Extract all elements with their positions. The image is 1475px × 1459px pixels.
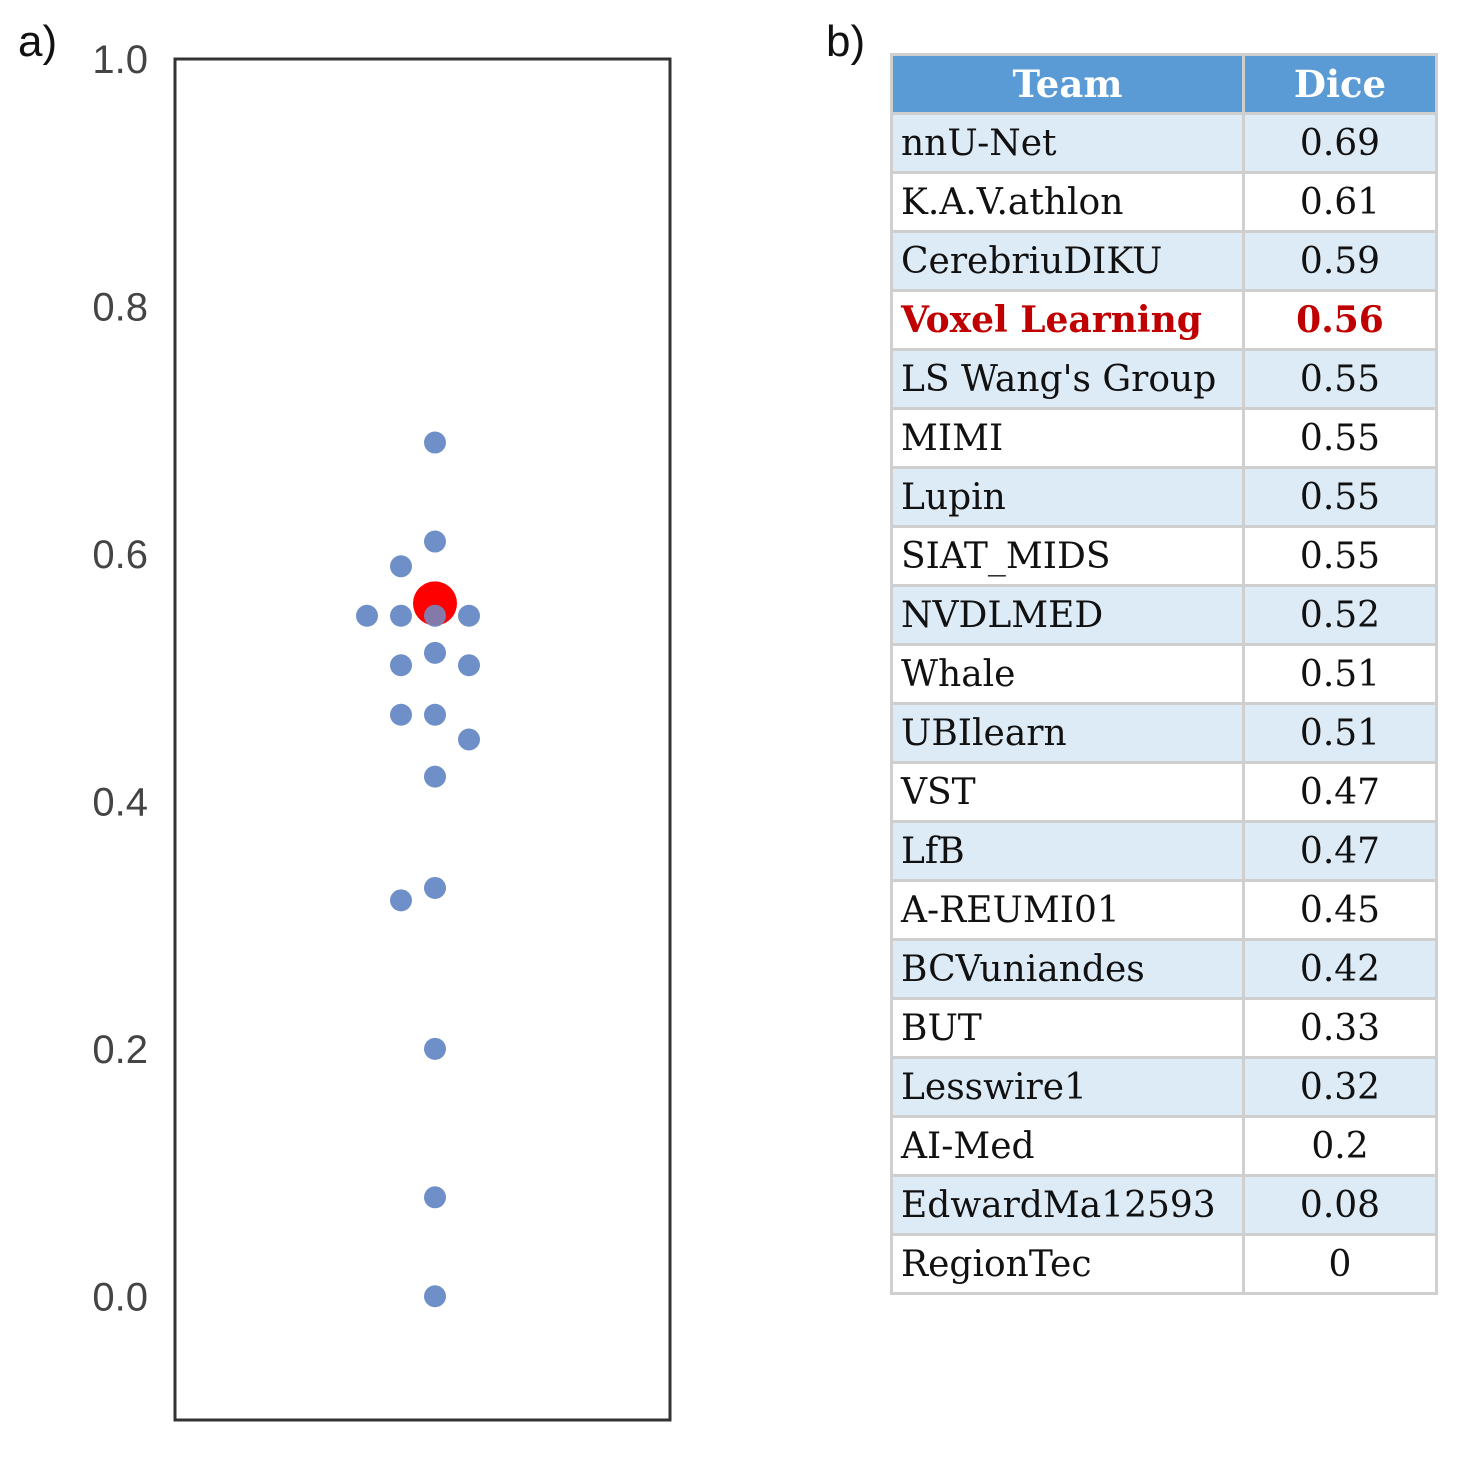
team-cell: A-REUMI01 (890, 879, 1245, 941)
team-cell: AI-Med (890, 1115, 1245, 1177)
team-point (424, 431, 446, 454)
plot-frame (173, 57, 672, 1422)
team-cell: NVDLMED (890, 584, 1245, 646)
table-row: Voxel Learning 0.56 (890, 289, 1438, 351)
dice-cell: 0.33 (1242, 997, 1438, 1059)
dice-cell: 0.55 (1242, 466, 1438, 528)
team-cell: BCVuniandes (890, 938, 1245, 1000)
team-cell: nnU-Net (890, 112, 1245, 174)
table-row: Whale 0.51 (890, 643, 1438, 705)
team-point (390, 555, 412, 578)
table-row: Lesswire1 0.32 (890, 1056, 1438, 1118)
table-header-row: Team Dice (890, 53, 1438, 115)
table-row: A-REUMI01 0.45 (890, 879, 1438, 941)
team-point (390, 604, 412, 627)
dice-cell: 0.42 (1242, 938, 1438, 1000)
table-row: LS Wang's Group 0.55 (890, 348, 1438, 410)
team-point (390, 703, 412, 726)
dice-cell: 0.55 (1242, 407, 1438, 469)
data-points (356, 431, 480, 1308)
y-tick-label: 0.2 (92, 1028, 148, 1072)
y-tick-label: 0.6 (92, 533, 148, 577)
team-cell: RegionTec (890, 1233, 1245, 1295)
team-point (458, 654, 480, 677)
table-row: NVDLMED 0.52 (890, 584, 1438, 646)
results-table: Team Dice nnU-Net 0.69 K.A.V.athlon 0.61 Cer… (890, 53, 1438, 1295)
table-row: RegionTec 0 (890, 1233, 1438, 1295)
dice-cell: 0.59 (1242, 230, 1438, 292)
dice-cell: 0.56 (1242, 289, 1438, 351)
table-row: BUT 0.33 (890, 997, 1438, 1059)
table-row: K.A.V.athlon 0.61 (890, 171, 1438, 233)
team-cell: MIMI (890, 407, 1245, 469)
highlighted-point (413, 581, 457, 626)
team-point (356, 604, 378, 627)
team-point (390, 654, 412, 677)
y-tick-label: 0.0 (92, 1275, 148, 1319)
table-row: nnU-Net 0.69 (890, 112, 1438, 174)
y-tick-label: 0.8 (92, 285, 148, 329)
team-point (424, 641, 446, 664)
dice-cell: 0.51 (1242, 643, 1438, 705)
team-cell: LS Wang's Group (890, 348, 1245, 410)
table-row: Lupin 0.55 (890, 466, 1438, 528)
team-cell: Whale (890, 643, 1245, 705)
dice-cell: 0.51 (1242, 702, 1438, 764)
y-tick-label: 0.4 (92, 780, 148, 824)
team-cell: Lupin (890, 466, 1245, 528)
table-row: BCVuniandes 0.42 (890, 938, 1438, 1000)
dice-cell: 0.08 (1242, 1174, 1438, 1236)
team-cell: EdwardMa12593 (890, 1174, 1245, 1236)
swarm-plot: 0.0 0.2 0.4 0.6 0.8 1.0 (92, 38, 672, 1422)
team-cell: K.A.V.athlon (890, 171, 1245, 233)
table-row: LfB 0.47 (890, 820, 1438, 882)
team-cell: Voxel Learning (890, 289, 1245, 351)
dice-cell: 0.2 (1242, 1115, 1438, 1177)
team-point (458, 728, 480, 751)
y-tick-label: 1.0 (92, 38, 148, 82)
panel-a-label: a) (18, 17, 58, 66)
team-point (424, 1037, 446, 1060)
dice-cell: 0.55 (1242, 525, 1438, 587)
dice-cell: 0.47 (1242, 820, 1438, 882)
table-row: EdwardMa12593 0.08 (890, 1174, 1438, 1236)
dice-cell: 0.45 (1242, 879, 1438, 941)
table-row: VST 0.47 (890, 761, 1438, 823)
table-row: AI-Med 0.2 (890, 1115, 1438, 1177)
team-cell: VST (890, 761, 1245, 823)
table-row: CerebriuDIKU 0.59 (890, 230, 1438, 292)
dice-cell: 0.61 (1242, 171, 1438, 233)
y-axis-ticks: 0.0 0.2 0.4 0.6 0.8 1.0 (92, 38, 148, 1319)
team-cell: CerebriuDIKU (890, 230, 1245, 292)
dice-column-header: Dice (1242, 53, 1438, 115)
team-point (424, 1285, 446, 1308)
team-cell: SIAT_MIDS (890, 525, 1245, 587)
team-cell: BUT (890, 997, 1245, 1059)
team-point (424, 703, 446, 726)
dice-cell: 0.55 (1242, 348, 1438, 410)
table-row: MIMI 0.55 (890, 407, 1438, 469)
team-cell: LfB (890, 820, 1245, 882)
team-point (424, 765, 446, 788)
team-cell: UBIlearn (890, 702, 1245, 764)
dice-cell: 0.32 (1242, 1056, 1438, 1118)
table-row: SIAT_MIDS 0.55 (890, 525, 1438, 587)
dice-cell: 0 (1242, 1233, 1438, 1295)
dice-cell: 0.52 (1242, 584, 1438, 646)
team-column-header: Team (890, 53, 1245, 115)
dice-cell: 0.69 (1242, 112, 1438, 174)
dice-cell: 0.47 (1242, 761, 1438, 823)
team-point (424, 1186, 446, 1209)
team-point (390, 889, 412, 912)
team-point (458, 604, 480, 627)
team-cell: Lesswire1 (890, 1056, 1245, 1118)
team-point-overlay (424, 604, 446, 627)
table-body: nnU-Net 0.69 K.A.V.athlon 0.61 CerebriuDIKU 0… (890, 112, 1438, 1295)
team-point (424, 530, 446, 553)
panel-b-label: b) (826, 17, 866, 66)
team-point (424, 876, 446, 899)
table-row: UBIlearn 0.51 (890, 702, 1438, 764)
